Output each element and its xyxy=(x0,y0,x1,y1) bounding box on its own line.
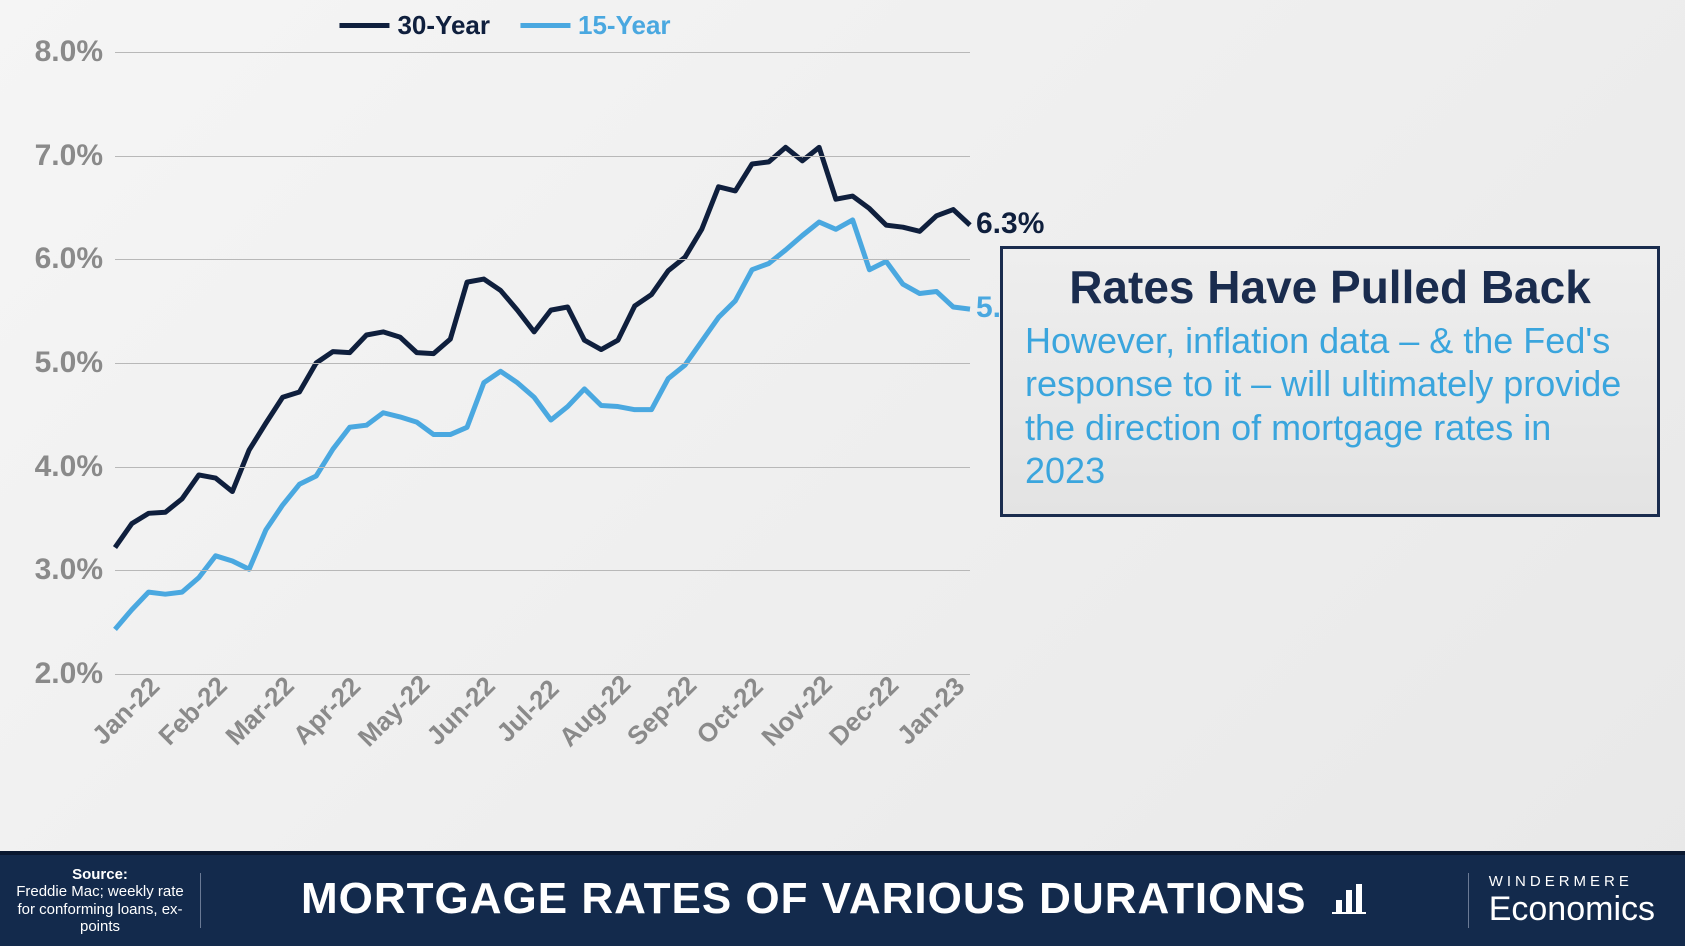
footer-title-text: MORTGAGE RATES OF VARIOUS DURATIONS xyxy=(301,874,1306,923)
series-line-15-Year xyxy=(115,220,970,629)
legend-item-15yr: 15-Year xyxy=(520,10,671,41)
series-line-30-Year xyxy=(115,147,970,547)
legend-item-30yr: 30-Year xyxy=(339,10,490,41)
bar-chart-icon xyxy=(1330,877,1368,927)
legend-label-30yr: 30-Year xyxy=(397,10,490,41)
footer-source-text: Freddie Mac; weekly rate for conforming … xyxy=(10,883,190,935)
y-axis-label: 6.0% xyxy=(35,242,103,276)
x-axis-label: Jan-23 xyxy=(891,671,971,751)
legend-swatch-30yr xyxy=(339,23,389,28)
footer-source-label: Source: xyxy=(10,866,190,883)
callout-title: Rates Have Pulled Back xyxy=(1025,263,1635,311)
grid-line xyxy=(115,570,970,571)
grid-line xyxy=(115,259,970,260)
footer-brand: WINDERMERE Economics xyxy=(1469,873,1685,929)
x-axis-labels: Jan-22Feb-22Mar-22Apr-22May-22Jun-22Jul-… xyxy=(115,680,970,800)
legend-label-15yr: 15-Year xyxy=(578,10,671,41)
footer-title: MORTGAGE RATES OF VARIOUS DURATIONS xyxy=(201,874,1468,926)
y-axis-label: 2.0% xyxy=(35,657,103,691)
legend: 30-Year 15-Year xyxy=(339,10,670,41)
footer-bar: Source: Freddie Mac; weekly rate for con… xyxy=(0,851,1685,946)
plot-area: 2.0%3.0%4.0%5.0%6.0%7.0%8.0%6.3%5.5% xyxy=(115,52,970,674)
legend-swatch-15yr xyxy=(520,23,570,28)
y-axis-label: 3.0% xyxy=(35,553,103,587)
x-axis-label: Oct-22 xyxy=(690,671,769,750)
y-axis-label: 8.0% xyxy=(35,35,103,69)
grid-line xyxy=(115,467,970,468)
y-axis-label: 5.0% xyxy=(35,346,103,380)
x-axis-label: May-22 xyxy=(352,669,436,753)
x-axis-label: Jul-22 xyxy=(491,673,566,748)
x-axis-label: Sep-22 xyxy=(621,670,703,752)
x-axis-label: Nov-22 xyxy=(755,669,838,752)
footer-source: Source: Freddie Mac; weekly rate for con… xyxy=(0,866,200,935)
footer-brand-bottom: Economics xyxy=(1489,890,1655,929)
callout-body: However, inflation data – & the Fed's re… xyxy=(1025,319,1635,492)
y-axis-label: 4.0% xyxy=(35,450,103,484)
footer-brand-top: WINDERMERE xyxy=(1489,873,1655,890)
grid-line xyxy=(115,156,970,157)
grid-line xyxy=(115,363,970,364)
x-axis-label: Dec-22 xyxy=(822,670,904,752)
end-label-30-Year: 6.3% xyxy=(976,207,1044,241)
x-axis-label: Jun-22 xyxy=(421,670,502,751)
grid-line xyxy=(115,52,970,53)
x-axis-label: Feb-22 xyxy=(152,670,233,751)
chart-container: 30-Year 15-Year 2.0%3.0%4.0%5.0%6.0%7.0%… xyxy=(20,10,990,810)
callout-box: Rates Have Pulled Back However, inflatio… xyxy=(1000,246,1660,517)
y-axis-label: 7.0% xyxy=(35,139,103,173)
x-axis-label: Aug-22 xyxy=(553,669,637,753)
x-axis-label: Apr-22 xyxy=(287,671,367,751)
x-axis-label: Mar-22 xyxy=(219,670,300,751)
